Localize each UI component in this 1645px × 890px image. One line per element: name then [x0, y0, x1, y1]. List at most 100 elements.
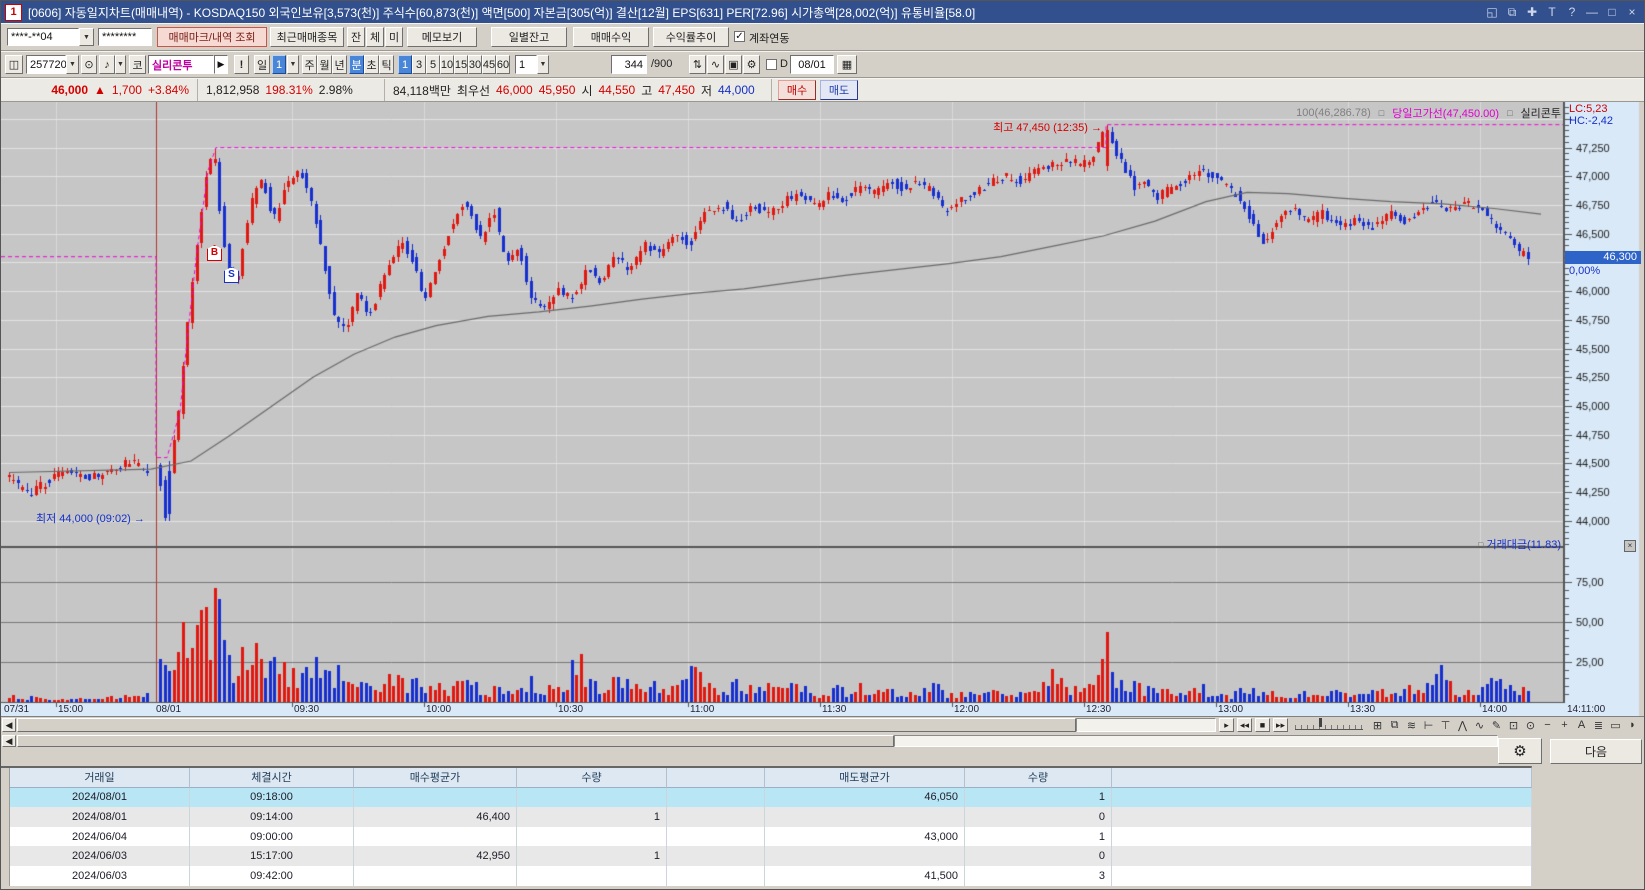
- account-dropdown-arrow[interactable]: ▼: [79, 28, 94, 46]
- interval-30-button[interactable]: 30: [468, 55, 482, 74]
- column-header[interactable]: 거래일: [10, 768, 190, 788]
- code-dropdown-arrow[interactable]: ▼: [66, 55, 79, 74]
- buy-button[interactable]: 매수: [778, 80, 816, 100]
- zoom-in-icon[interactable]: +: [1561, 719, 1568, 731]
- column-header[interactable]: 매수평균가: [354, 768, 517, 788]
- daily-balance-button[interactable]: 일별잔고: [491, 27, 567, 47]
- table-row[interactable]: 2024/08/01 09:18:00 46,050 1: [1, 787, 1532, 808]
- left-axis-icon[interactable]: ⊢: [1423, 719, 1434, 732]
- float-window-icon[interactable]: ◱: [1486, 5, 1498, 19]
- trade-mark-search-button[interactable]: 매매마크/내역 조회: [157, 27, 267, 47]
- speaker-dropdown-arrow[interactable]: ▼: [115, 55, 126, 74]
- speed-slider-handle[interactable]: [1319, 718, 1322, 727]
- recent-trades-button[interactable]: 최근매매종목: [270, 27, 344, 47]
- interval-5-button[interactable]: 5: [426, 55, 440, 74]
- period-day-button[interactable]: 일: [254, 55, 270, 74]
- column-header[interactable]: 수량: [517, 768, 667, 788]
- column-header[interactable]: 수량: [965, 768, 1112, 788]
- interval-10-button[interactable]: 10: [440, 55, 454, 74]
- legend-ma[interactable]: 100(46,286.78): [1296, 107, 1371, 119]
- sell-button[interactable]: 매도: [820, 80, 858, 100]
- ellipse-tool-icon[interactable]: ◗: [1629, 719, 1636, 731]
- chart-scrollbar-thumb[interactable]: [17, 718, 1076, 732]
- date-field[interactable]: 08/01: [790, 55, 834, 74]
- period-second-button[interactable]: 초: [364, 55, 379, 74]
- scroll-left-icon[interactable]: ◀: [2, 718, 16, 732]
- profit-trend-button[interactable]: 수익률추이: [653, 27, 729, 47]
- zoom-out-icon[interactable]: −: [1544, 719, 1551, 731]
- period-combo-arrow[interactable]: ▼: [287, 55, 299, 74]
- count-combo-arrow[interactable]: ▼: [537, 55, 549, 74]
- stop-icon[interactable]: ■: [1255, 718, 1270, 732]
- chart-scrollbar-track[interactable]: [1076, 718, 1216, 732]
- table-scroll-left-icon[interactable]: ◀: [2, 735, 16, 747]
- rect-tool-icon[interactable]: ▭: [1610, 719, 1621, 732]
- column-header[interactable]: 매도평균가: [765, 768, 965, 788]
- speed-slider[interactable]: [1295, 720, 1363, 730]
- legend-checkbox-icon[interactable]: □: [1378, 108, 1385, 118]
- bar-count-field[interactable]: 344: [611, 55, 647, 74]
- pin-icon[interactable]: ✚: [1526, 5, 1538, 19]
- legend-highline[interactable]: 당일고가선(47,450.00): [1392, 108, 1500, 120]
- stock-name-field[interactable]: 실리콘투: [148, 55, 214, 74]
- trendline-icon[interactable]: ⋀: [1457, 719, 1468, 732]
- mi-button[interactable]: 미: [385, 27, 403, 47]
- new-window-icon[interactable]: ⊞: [1372, 719, 1383, 732]
- memo-view-button[interactable]: 메모보기: [407, 27, 477, 47]
- jan-button[interactable]: 잔: [347, 27, 365, 47]
- chart-style-icon[interactable]: ⊡: [1508, 719, 1519, 732]
- stock-code-field[interactable]: 257720: [26, 55, 67, 74]
- play-icon[interactable]: ▸: [1219, 718, 1234, 732]
- font-icon[interactable]: T: [1548, 5, 1556, 19]
- cascade-chart-icon[interactable]: ⧉: [1390, 718, 1399, 731]
- table-settings-gear-icon[interactable]: ⚙: [1498, 738, 1542, 764]
- period-month-button[interactable]: 월: [317, 55, 332, 74]
- save-icon[interactable]: ▣: [725, 55, 742, 74]
- interval-3-button[interactable]: 3: [412, 55, 426, 74]
- table-row[interactable]: 2024/06/03 15:17:00 42,950 1 0: [1, 846, 1532, 866]
- settings-gear-icon[interactable]: ⚙: [743, 55, 760, 74]
- time-axis[interactable]: 07/31 15:00 08/01 09:30 10:00 10:30 11:00 11:30…: [1, 703, 1644, 716]
- minimize-icon[interactable]: —: [1586, 5, 1598, 19]
- close-icon[interactable]: ×: [1628, 5, 1636, 19]
- period-combo-value[interactable]: 1: [272, 55, 286, 74]
- zoom-tool-icon[interactable]: ⊙: [1525, 719, 1536, 732]
- compare-icon[interactable]: ⇅: [689, 55, 706, 74]
- name-arrow-icon[interactable]: ▶: [214, 55, 228, 74]
- period-year-button[interactable]: 년: [332, 55, 347, 74]
- interval-15-button[interactable]: 15: [454, 55, 468, 74]
- zigzag-icon[interactable]: ∿: [707, 55, 724, 74]
- top-axis-icon[interactable]: ⊤: [1440, 719, 1451, 732]
- count-combo[interactable]: 1: [515, 55, 537, 74]
- column-header[interactable]: 체결시간: [190, 768, 354, 788]
- interval-1-button[interactable]: 1: [398, 55, 412, 74]
- indicator-list-icon[interactable]: ≣: [1593, 719, 1604, 732]
- password-field[interactable]: ********: [98, 28, 152, 46]
- maximize-icon[interactable]: □: [1608, 5, 1616, 19]
- account-link-checkbox[interactable]: ✓: [734, 31, 745, 42]
- next-button[interactable]: 다음: [1550, 739, 1642, 764]
- trade-profit-button[interactable]: 매매수익: [573, 27, 649, 47]
- table-scrollbar-thumb[interactable]: [17, 735, 894, 747]
- period-week-button[interactable]: 주: [302, 55, 317, 74]
- kosdaq-badge[interactable]: 코: [129, 55, 146, 74]
- rewind-icon[interactable]: ◂◂: [1237, 718, 1252, 732]
- legend-checkbox-icon[interactable]: □: [1507, 108, 1513, 118]
- interval-60-button[interactable]: 60: [496, 55, 510, 74]
- legend-stock-name[interactable]: 실리콘투: [1520, 108, 1561, 120]
- alert-button[interactable]: !: [234, 55, 249, 74]
- link-chart-icon[interactable]: ≋: [1406, 719, 1417, 732]
- table-row[interactable]: 2024/06/04 09:00:00 43,000 1: [1, 826, 1532, 847]
- period-minute-button[interactable]: 분: [349, 55, 364, 74]
- interval-45-button[interactable]: 45: [482, 55, 496, 74]
- volume-pane-close-icon[interactable]: ×: [1624, 540, 1636, 552]
- cascade-window-icon[interactable]: ⧉: [1507, 4, 1517, 19]
- prev-window-icon[interactable]: ◫: [5, 55, 23, 74]
- text-tool-icon[interactable]: A: [1577, 719, 1586, 731]
- volume-legend[interactable]: □ 거래대금(11.83): [1477, 539, 1561, 551]
- wave-tool-icon[interactable]: ∿: [1474, 719, 1485, 732]
- table-scrollbar-track[interactable]: [894, 735, 1498, 747]
- fast-forward-icon[interactable]: ▸▸: [1273, 718, 1288, 732]
- account-select[interactable]: ****-**04: [7, 28, 79, 46]
- column-header[interactable]: [667, 768, 765, 788]
